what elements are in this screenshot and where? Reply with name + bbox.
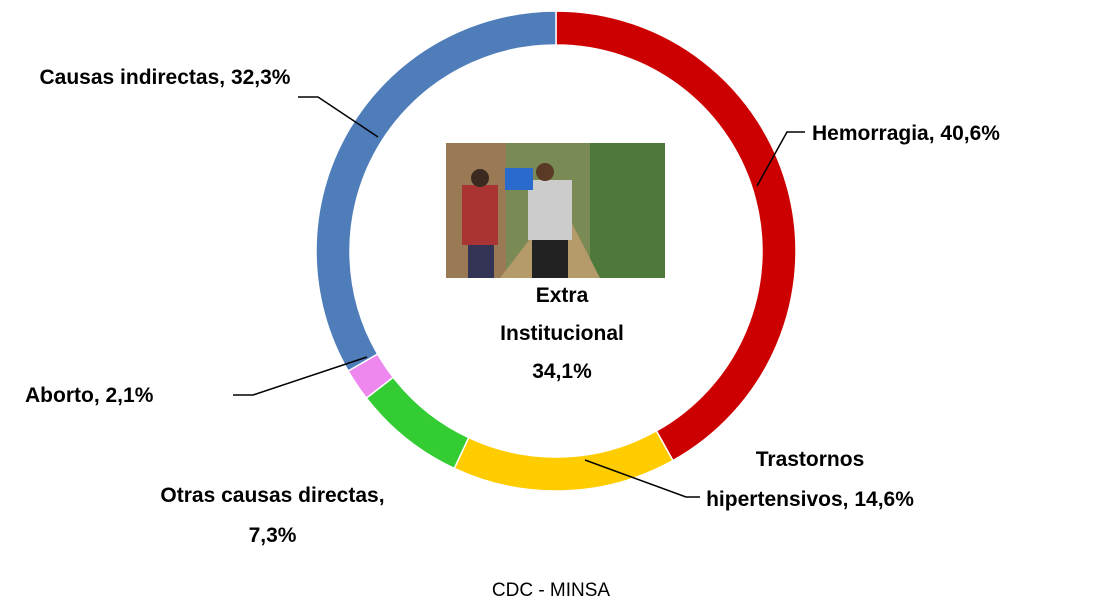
slice-label: Causas indirectas, 32,3%: [39, 66, 291, 89]
slice-label: Hemorragia, 40,6%: [812, 122, 1000, 145]
leader-lines: [233, 96, 805, 498]
slice-label: Trastornos hipertensivos, 14,6%: [706, 448, 914, 511]
donut-slice: [315, 10, 557, 373]
donut-slice: [453, 429, 674, 492]
center-label: Extra Institucional 34,1%: [500, 284, 624, 383]
slice-label: Otras causas directas, 7,3%: [160, 484, 385, 547]
donut-slice: [365, 376, 470, 470]
slice-label: Aborto, 2,1%: [25, 384, 154, 407]
source: CDC - MINSA: [491, 580, 611, 601]
photo: [446, 143, 665, 278]
